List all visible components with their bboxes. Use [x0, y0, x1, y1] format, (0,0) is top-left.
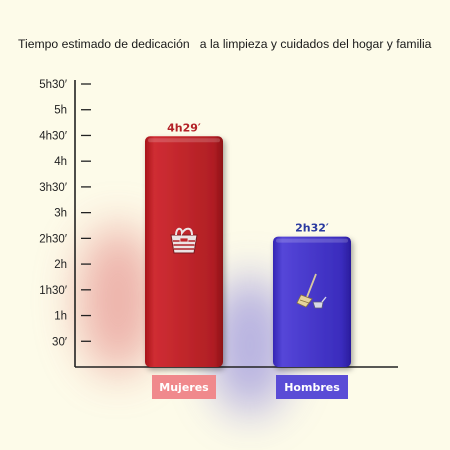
- category-box-hombres: [276, 375, 348, 399]
- y-tick-label: 3h30′: [39, 182, 67, 194]
- y-tick-label: 3h: [54, 208, 67, 220]
- bar-highlight: [148, 138, 220, 143]
- bars: 4h29′ Mujeres 2h32′ Hombres: [145, 121, 351, 399]
- bar-highlight: [276, 238, 348, 243]
- y-tick-label: 5h: [54, 105, 67, 117]
- y-tick-label: 4h: [54, 156, 67, 168]
- category-box-mujeres: [152, 375, 216, 399]
- background-glows: [78, 225, 290, 415]
- value-label-mujeres: 4h29′: [167, 121, 201, 134]
- laundry-icon: [170, 227, 198, 254]
- category-label-mujeres: Mujeres: [159, 381, 209, 394]
- y-tick-label: 30′: [52, 336, 67, 348]
- y-tick-label: 1h30′: [39, 285, 67, 297]
- y-tick-label: 4h30′: [39, 130, 67, 142]
- y-tick-label: 2h: [54, 259, 67, 271]
- y-tick-label: 2h30′: [39, 233, 67, 245]
- y-tick-label: 5h30′: [39, 79, 67, 91]
- category-label-hombres: Hombres: [284, 381, 340, 394]
- broom-icon: [296, 273, 327, 309]
- chart-title: Tiempo estimado de dedicación a la limpi…: [18, 37, 432, 51]
- y-axis: 30′ 1h 1h30′ 2h 2h30′ 3h 3h30′ 4h 4h30′ 5h 5h30′: [39, 79, 91, 367]
- value-label-hombres: 2h32′: [295, 222, 329, 235]
- blue-glow: [210, 275, 290, 415]
- y-tick-label: 1h: [54, 311, 67, 323]
- bar-hombres: [273, 236, 351, 367]
- red-glow: [78, 225, 158, 375]
